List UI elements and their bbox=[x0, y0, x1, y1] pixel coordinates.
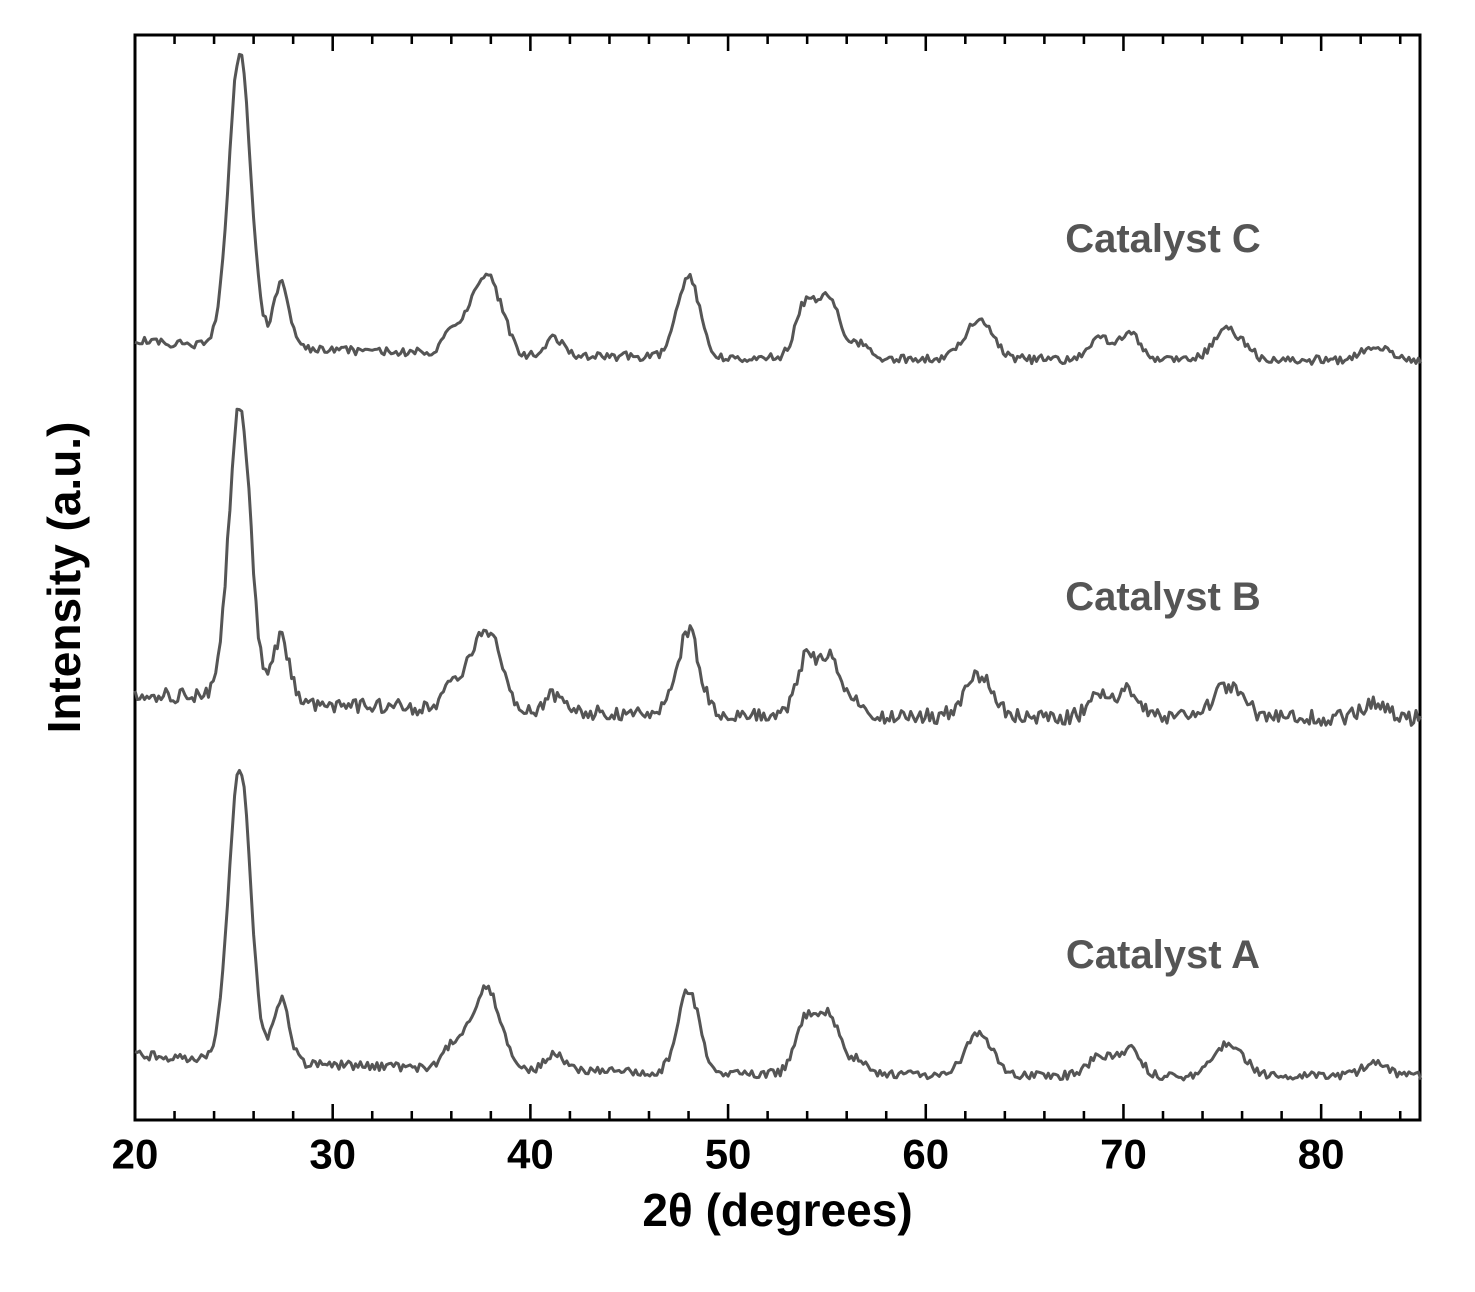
x-axis-label: 2θ (degrees) bbox=[642, 1184, 912, 1236]
x-tick-label: 30 bbox=[309, 1130, 356, 1177]
series-label-3: Catalyst C bbox=[1065, 217, 1261, 261]
chart-container: 20 30 40 50 60 70 80 2θ (degrees) Intensity (a.u… bbox=[0, 0, 1475, 1292]
x-tick-label: 20 bbox=[112, 1130, 159, 1177]
series-label-2: Catalyst B bbox=[1065, 575, 1261, 619]
x-tick-label: 40 bbox=[507, 1130, 554, 1177]
x-tick-label: 70 bbox=[1100, 1130, 1147, 1177]
x-tick-label: 60 bbox=[902, 1130, 949, 1177]
x-tick-label: 80 bbox=[1298, 1130, 1345, 1177]
x-tick-label: 50 bbox=[705, 1130, 752, 1177]
xrd-chart: 20 30 40 50 60 70 80 2θ (degrees) Intensity (a.u… bbox=[0, 0, 1475, 1292]
series-label-1: Catalyst A bbox=[1066, 933, 1260, 977]
y-axis-label: Intensity (a.u.) bbox=[38, 422, 90, 734]
